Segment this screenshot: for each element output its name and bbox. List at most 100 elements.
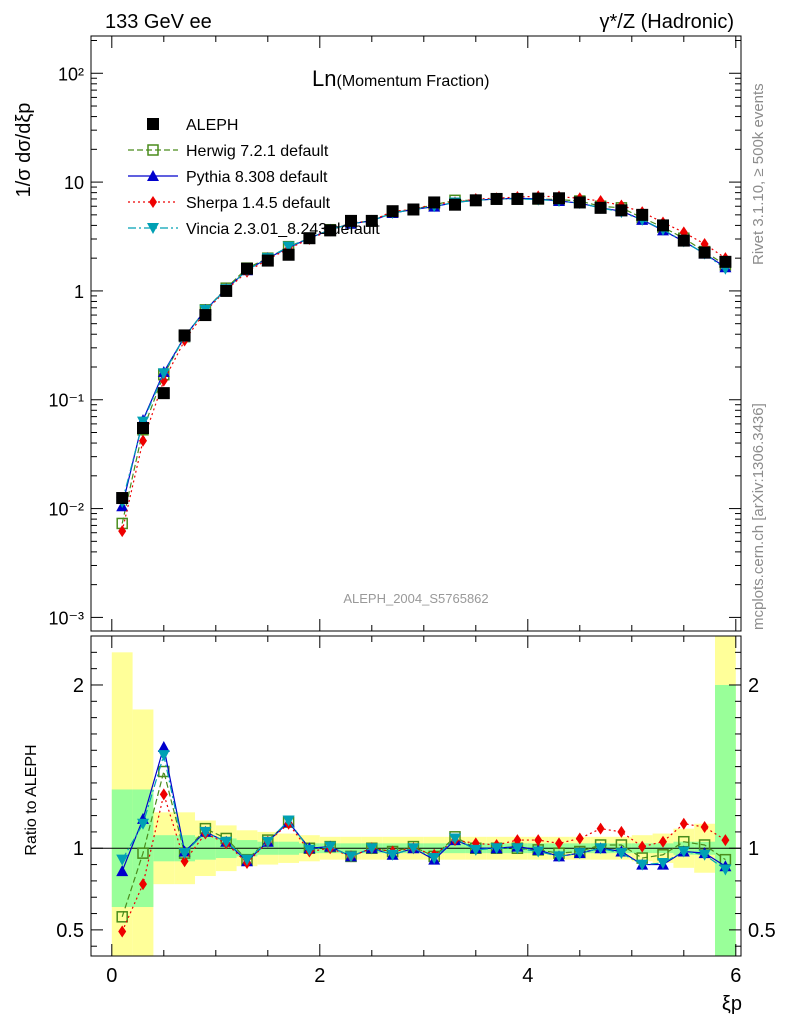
vincia-ratio-point xyxy=(594,843,607,855)
y-tick-label-ratio-right: 0.5 xyxy=(748,920,776,942)
vincia-ratio-point xyxy=(137,818,149,830)
series-main-panel xyxy=(116,190,732,538)
aleph-point xyxy=(511,192,524,205)
vincia-ratio-point xyxy=(573,848,586,860)
y-tick-label-ratio: 0.5 xyxy=(56,920,84,942)
sherpa-ratio-point xyxy=(180,855,189,868)
aleph-point xyxy=(698,246,711,259)
x-tick-label: 4 xyxy=(522,965,533,987)
y-tick-label-top: 10 xyxy=(64,173,84,193)
aleph-point xyxy=(594,201,607,214)
vincia-ratio-point xyxy=(636,859,649,871)
x-tick-labels: 0 2 4 6 xyxy=(106,965,741,987)
herwig-line xyxy=(121,198,726,524)
y-tick-label-top: 1 xyxy=(74,282,84,302)
ratio-panel-frame xyxy=(90,635,742,957)
vincia-point xyxy=(282,241,295,253)
herwig-ratio-point xyxy=(116,911,128,923)
aleph-point xyxy=(532,192,545,205)
vincia-ratio-point xyxy=(698,849,711,861)
y-axis-label-main: 1/σ dσ/dξp xyxy=(13,103,35,198)
pythia-ratio-point xyxy=(157,741,170,753)
vincia-ratio-point xyxy=(469,844,482,856)
vincia-ratio-point xyxy=(386,849,399,861)
vincia-ratio-point xyxy=(116,854,129,866)
sherpa-point xyxy=(139,434,147,447)
aleph-point xyxy=(719,255,732,268)
sherpa-ratio-point xyxy=(159,788,168,801)
x-tick-label: 6 xyxy=(730,965,741,987)
aleph-point xyxy=(553,192,565,205)
sherpa-ratio-point xyxy=(617,825,626,838)
sherpa-ratio-point xyxy=(721,834,730,847)
pythia-legend-marker xyxy=(147,170,159,181)
process-label: γ*/Z (Hadronic) xyxy=(600,11,734,33)
vincia-ratio-point xyxy=(532,846,545,858)
rivet-version-label: Rivet 3.1.10, ≥ 500k events xyxy=(750,83,767,265)
uncertainty-bands xyxy=(111,636,736,956)
legend-label: ALEPH xyxy=(186,117,238,134)
vincia-ratio-point xyxy=(241,854,253,866)
vincia-ratio-point xyxy=(553,851,565,863)
aleph-point xyxy=(449,198,461,211)
vincia-ratio-point xyxy=(178,848,191,860)
vincia-ratio-point xyxy=(657,857,669,869)
series-ratio-panel xyxy=(116,741,732,938)
aleph-point xyxy=(178,329,191,342)
y-tick-labels-main: 10⁻³ 10⁻² 10⁻¹ 1 10 10² xyxy=(48,64,84,628)
vincia-ratio-point xyxy=(345,851,357,863)
aleph-point xyxy=(490,192,503,205)
vincia-ratio-point xyxy=(261,836,274,848)
y-tick-label-top: 10⁻¹ xyxy=(48,391,84,411)
vincia-ratio-point xyxy=(511,843,524,855)
sherpa-ratio-point xyxy=(638,840,647,853)
vincia-legend-marker xyxy=(147,223,159,234)
sherpa-point xyxy=(118,525,127,538)
sherpa-ratio-point xyxy=(555,837,563,850)
aleph-point xyxy=(407,203,420,216)
vincia-ratio-point xyxy=(407,843,420,855)
aleph-point xyxy=(157,387,170,400)
aleph-point xyxy=(241,262,253,275)
sherpa-ratio-point xyxy=(513,834,522,847)
plot-title-main: Ln xyxy=(312,66,336,91)
sherpa-ratio-point xyxy=(596,822,605,835)
sherpa-legend-marker xyxy=(149,196,157,208)
aleph-point xyxy=(573,196,586,209)
plot-title: Ln(Momentum Fraction) xyxy=(312,66,489,91)
aleph-point xyxy=(116,492,129,505)
vincia-ratio-point xyxy=(157,750,170,762)
y-tick-label-ratio: 2 xyxy=(73,675,84,697)
main-panel-frame xyxy=(90,35,742,632)
herwig-legend-marker xyxy=(147,144,159,156)
sherpa-ratio-point xyxy=(700,821,709,834)
energy-label: 133 GeV ee xyxy=(105,11,212,33)
legend-labels: ALEPH Herwig 7.2.1 default Pythia 8.308 … xyxy=(186,117,380,238)
aleph-point xyxy=(469,194,482,207)
aleph-point xyxy=(365,214,378,227)
sherpa-ratio-point xyxy=(679,817,688,830)
vincia-ratio-point xyxy=(449,833,461,845)
mcplots-credit-label: mcplots.cern.ch [arXiv:1306.3436] xyxy=(750,403,767,630)
legend-label: Vincia 2.3.01_8.243 default xyxy=(186,221,380,238)
aleph-point xyxy=(386,205,399,218)
vincia-ratio-point xyxy=(365,843,378,855)
pythia-line xyxy=(121,197,726,507)
vincia-ratio-point xyxy=(324,841,337,853)
axis-ticks xyxy=(91,36,741,956)
y-axis-label-ratio: Ratio to ALEPH xyxy=(23,744,40,855)
vincia-ratio-point xyxy=(220,836,233,848)
y-tick-label-ratio-right: 1 xyxy=(748,838,759,860)
vincia-ratio-point xyxy=(490,843,503,855)
y-tick-label-top: 10² xyxy=(58,64,84,84)
stat-uncertainty-band xyxy=(715,684,736,956)
aleph-point xyxy=(428,196,441,209)
aleph-point xyxy=(199,309,212,322)
aleph-legend-marker xyxy=(147,118,159,130)
sherpa-ratio-line xyxy=(121,792,726,932)
x-tick-label: 0 xyxy=(106,965,117,987)
legend-label: Pythia 8.308 default xyxy=(186,169,328,186)
sherpa-ratio-point xyxy=(659,835,667,848)
y-tick-labels-ratio: 0.5 1 2 0.5 1 2 xyxy=(56,675,776,942)
